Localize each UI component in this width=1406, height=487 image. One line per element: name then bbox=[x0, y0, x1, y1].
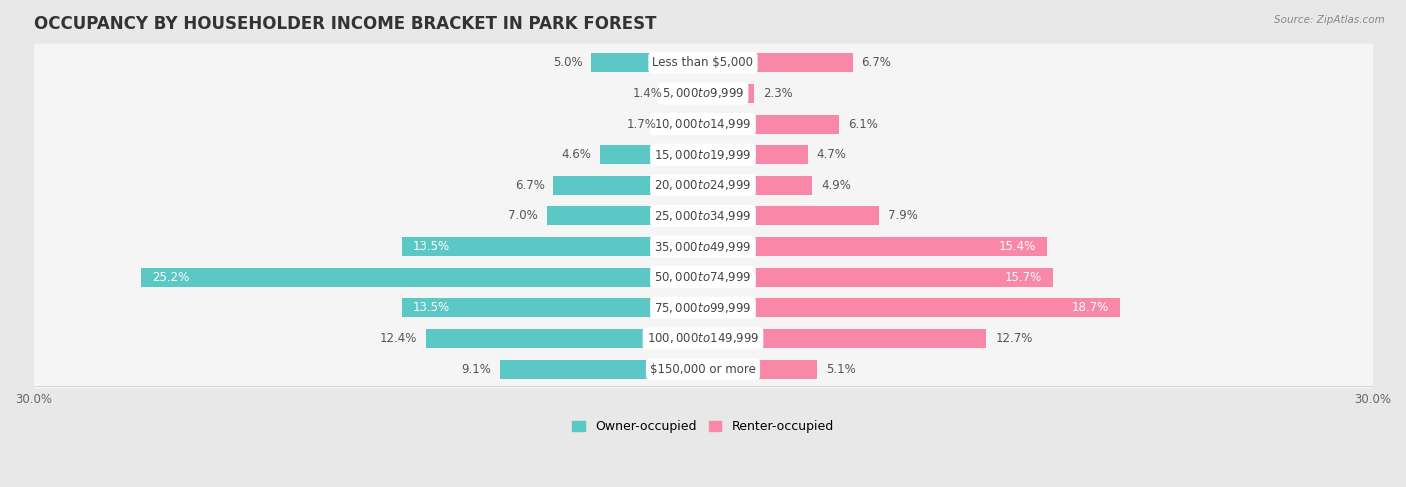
Text: $10,000 to $14,999: $10,000 to $14,999 bbox=[654, 117, 752, 131]
Text: 6.1%: 6.1% bbox=[848, 117, 877, 131]
FancyBboxPatch shape bbox=[32, 258, 1374, 297]
FancyBboxPatch shape bbox=[32, 197, 1374, 235]
Bar bbox=[141, 268, 703, 287]
Text: 1.7%: 1.7% bbox=[626, 117, 657, 131]
FancyBboxPatch shape bbox=[32, 105, 1374, 143]
Bar bbox=[703, 329, 987, 348]
Bar bbox=[426, 329, 703, 348]
Text: 2.3%: 2.3% bbox=[763, 87, 793, 100]
Text: 6.7%: 6.7% bbox=[515, 179, 544, 192]
Text: 4.7%: 4.7% bbox=[817, 148, 846, 161]
Text: 4.9%: 4.9% bbox=[821, 179, 851, 192]
Text: 25.2%: 25.2% bbox=[152, 271, 188, 284]
FancyBboxPatch shape bbox=[32, 43, 1374, 82]
Bar bbox=[402, 237, 703, 256]
Text: $100,000 to $149,999: $100,000 to $149,999 bbox=[647, 332, 759, 345]
Text: 15.4%: 15.4% bbox=[998, 240, 1035, 253]
Bar bbox=[547, 206, 703, 225]
Text: 12.4%: 12.4% bbox=[380, 332, 418, 345]
Text: $50,000 to $74,999: $50,000 to $74,999 bbox=[654, 270, 752, 284]
FancyBboxPatch shape bbox=[32, 350, 1374, 389]
Bar bbox=[703, 114, 839, 133]
Text: 13.5%: 13.5% bbox=[413, 301, 450, 314]
Text: 7.0%: 7.0% bbox=[508, 209, 538, 223]
Text: 9.1%: 9.1% bbox=[461, 363, 491, 375]
Bar bbox=[703, 237, 1046, 256]
Bar bbox=[600, 145, 703, 164]
FancyBboxPatch shape bbox=[32, 166, 1374, 205]
Text: 4.6%: 4.6% bbox=[561, 148, 592, 161]
Text: 18.7%: 18.7% bbox=[1071, 301, 1109, 314]
Text: $75,000 to $99,999: $75,000 to $99,999 bbox=[654, 301, 752, 315]
Text: Less than $5,000: Less than $5,000 bbox=[652, 56, 754, 69]
Bar bbox=[402, 299, 703, 318]
Text: Source: ZipAtlas.com: Source: ZipAtlas.com bbox=[1274, 15, 1385, 25]
FancyBboxPatch shape bbox=[32, 319, 1374, 358]
Text: 1.4%: 1.4% bbox=[633, 87, 662, 100]
FancyBboxPatch shape bbox=[32, 74, 1374, 112]
Text: 12.7%: 12.7% bbox=[995, 332, 1033, 345]
Bar bbox=[703, 299, 1121, 318]
Text: OCCUPANCY BY HOUSEHOLDER INCOME BRACKET IN PARK FOREST: OCCUPANCY BY HOUSEHOLDER INCOME BRACKET … bbox=[34, 15, 657, 33]
Bar bbox=[703, 176, 813, 195]
Bar bbox=[703, 206, 879, 225]
Text: $5,000 to $9,999: $5,000 to $9,999 bbox=[662, 86, 744, 100]
FancyBboxPatch shape bbox=[32, 289, 1374, 327]
Bar bbox=[665, 114, 703, 133]
Text: $25,000 to $34,999: $25,000 to $34,999 bbox=[654, 209, 752, 223]
Bar bbox=[592, 53, 703, 72]
Bar bbox=[501, 359, 703, 378]
Bar bbox=[703, 53, 852, 72]
Bar bbox=[672, 84, 703, 103]
Text: 13.5%: 13.5% bbox=[413, 240, 450, 253]
Bar bbox=[703, 145, 808, 164]
Bar bbox=[703, 268, 1053, 287]
Text: $20,000 to $24,999: $20,000 to $24,999 bbox=[654, 178, 752, 192]
Text: 15.7%: 15.7% bbox=[1005, 271, 1042, 284]
Text: $35,000 to $49,999: $35,000 to $49,999 bbox=[654, 240, 752, 254]
FancyBboxPatch shape bbox=[32, 227, 1374, 266]
Text: 5.1%: 5.1% bbox=[825, 363, 855, 375]
Text: 6.7%: 6.7% bbox=[862, 56, 891, 69]
Bar bbox=[703, 359, 817, 378]
Text: $15,000 to $19,999: $15,000 to $19,999 bbox=[654, 148, 752, 162]
Legend: Owner-occupied, Renter-occupied: Owner-occupied, Renter-occupied bbox=[568, 415, 838, 438]
Text: 7.9%: 7.9% bbox=[889, 209, 918, 223]
Bar bbox=[554, 176, 703, 195]
Bar bbox=[703, 84, 755, 103]
FancyBboxPatch shape bbox=[32, 135, 1374, 174]
Text: 5.0%: 5.0% bbox=[553, 56, 582, 69]
Text: $150,000 or more: $150,000 or more bbox=[650, 363, 756, 375]
